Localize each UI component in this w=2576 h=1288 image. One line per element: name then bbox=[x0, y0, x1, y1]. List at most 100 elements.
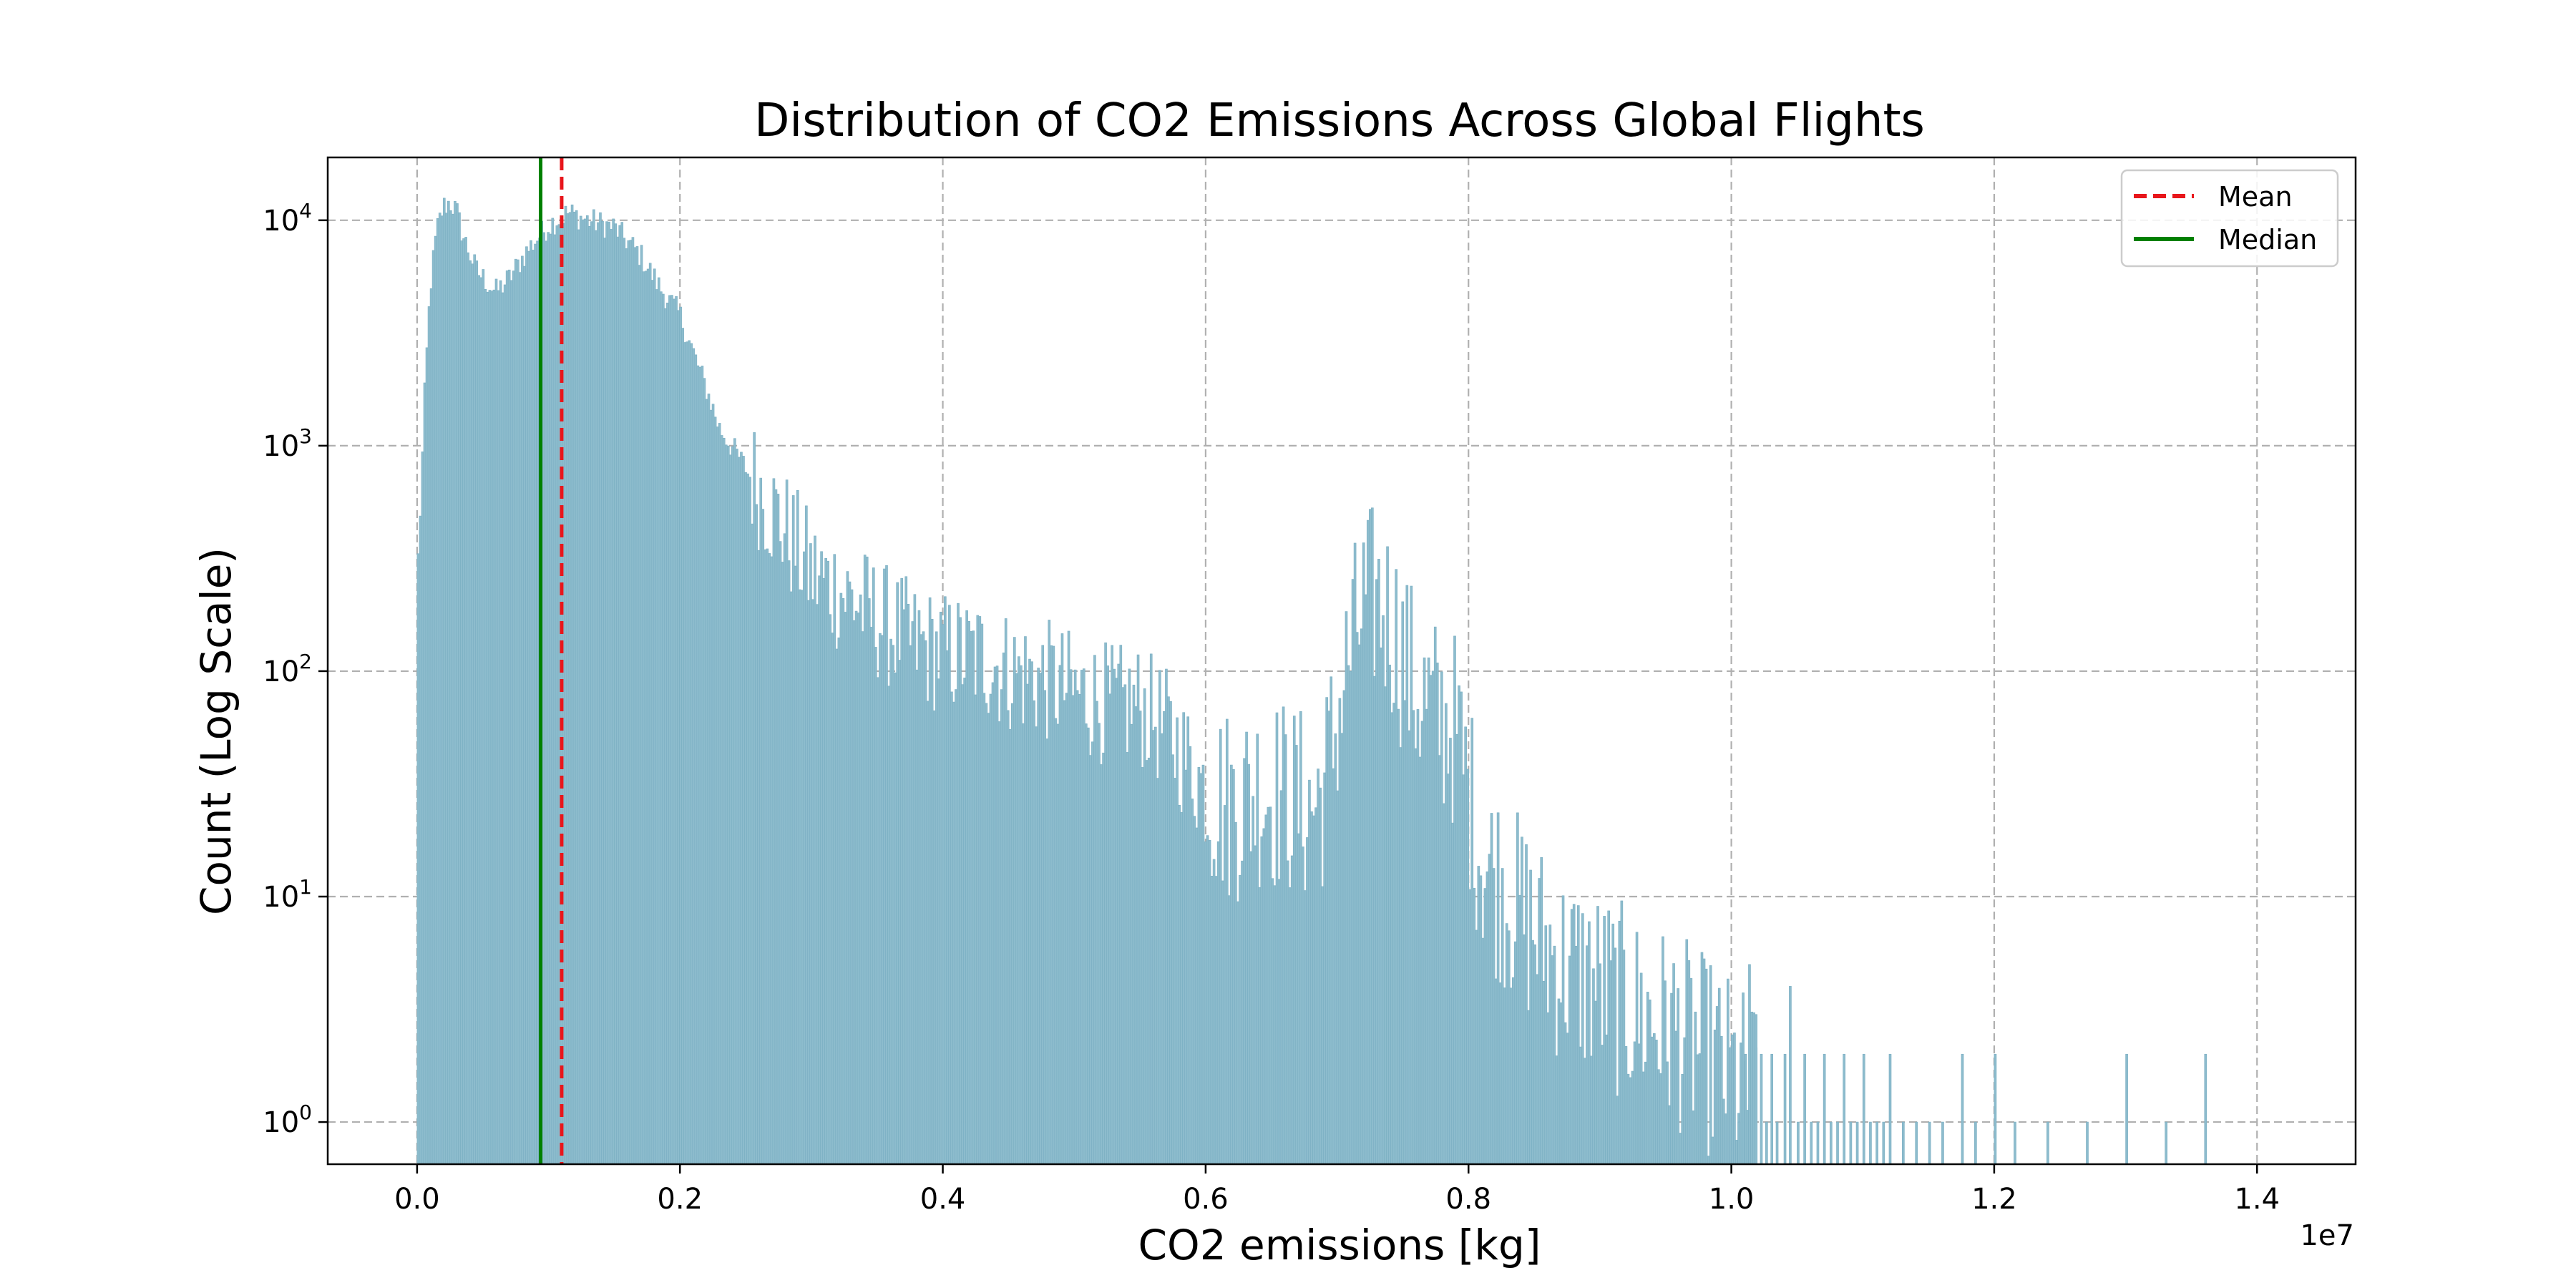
histogram-bar bbox=[1733, 1033, 1736, 1165]
histogram-bar bbox=[997, 721, 1001, 1165]
histogram-bar bbox=[1123, 684, 1127, 1165]
histogram-bar bbox=[854, 610, 858, 1165]
histogram-bar bbox=[1020, 665, 1023, 1165]
histogram-bar bbox=[642, 271, 645, 1165]
histogram-bar bbox=[644, 270, 648, 1165]
histogram-bar bbox=[1664, 980, 1667, 1165]
histogram-bar bbox=[638, 265, 641, 1165]
histogram-bar bbox=[1267, 806, 1270, 1165]
histogram-bar bbox=[703, 378, 706, 1165]
y-tick-label: 101 bbox=[263, 875, 312, 914]
histogram-bar bbox=[1056, 723, 1060, 1165]
histogram-bar bbox=[1637, 1043, 1641, 1165]
histogram-bar bbox=[1941, 1121, 1944, 1165]
histogram-bar bbox=[1503, 987, 1506, 1165]
histogram-bar bbox=[837, 638, 841, 1165]
histogram-bar bbox=[1147, 757, 1151, 1165]
histogram-bar bbox=[1752, 1012, 1756, 1165]
histogram-bar bbox=[926, 701, 930, 1165]
histogram-bar bbox=[1672, 963, 1675, 1165]
histogram-bar bbox=[1635, 932, 1639, 1165]
x-tick-label: 0.4 bbox=[920, 1183, 966, 1216]
histogram-bar bbox=[603, 238, 606, 1165]
histogram-bar bbox=[532, 250, 535, 1165]
histogram-bar bbox=[1570, 909, 1574, 1165]
histogram-bar bbox=[1449, 738, 1452, 1165]
histogram-bar bbox=[1505, 923, 1508, 1165]
histogram-bar bbox=[694, 354, 698, 1165]
histogram-bar bbox=[1022, 723, 1025, 1165]
histogram-bar bbox=[716, 426, 719, 1165]
histogram-bar bbox=[635, 246, 639, 1165]
histogram-bar bbox=[796, 489, 799, 1165]
histogram-bar bbox=[1689, 977, 1693, 1165]
histogram-bar bbox=[1210, 875, 1214, 1165]
histogram-bar bbox=[1151, 730, 1155, 1165]
histogram-bar bbox=[701, 366, 704, 1165]
histogram-bar bbox=[1241, 860, 1244, 1165]
histogram-bar bbox=[1102, 752, 1105, 1165]
histogram-bar bbox=[755, 504, 758, 1165]
histogram-bar bbox=[857, 613, 860, 1165]
histogram-bar bbox=[1588, 921, 1591, 1165]
histogram-bar bbox=[1507, 930, 1511, 1165]
histogram-bar bbox=[1696, 1054, 1699, 1165]
histogram-bar bbox=[1458, 685, 1460, 1165]
histogram-bar bbox=[610, 229, 613, 1165]
histogram-bar bbox=[1239, 874, 1241, 1165]
histogram-bar bbox=[850, 589, 854, 1165]
histogram-bar bbox=[1551, 955, 1554, 1165]
histogram-bar bbox=[1366, 519, 1370, 1165]
histogram-bar bbox=[950, 691, 953, 1165]
histogram-bar bbox=[1167, 696, 1170, 1165]
histogram-bar bbox=[1373, 675, 1376, 1165]
histogram-bar bbox=[1709, 965, 1712, 1165]
legend-mean-label: Mean bbox=[2218, 181, 2293, 213]
histogram-bar bbox=[1659, 1073, 1662, 1165]
histogram-bar bbox=[1163, 711, 1166, 1165]
histogram-bar bbox=[791, 495, 795, 1165]
histogram-bar bbox=[2204, 1053, 2207, 1165]
histogram-bar bbox=[1540, 857, 1543, 1165]
histogram-bar bbox=[452, 213, 454, 1165]
histogram-bar bbox=[572, 211, 576, 1165]
histogram-bar bbox=[913, 594, 917, 1165]
histogram-bar bbox=[595, 230, 597, 1165]
histogram-bar bbox=[894, 672, 897, 1165]
histogram-bar bbox=[562, 223, 565, 1165]
histogram-bar bbox=[1692, 1110, 1695, 1165]
histogram-bar bbox=[1882, 1121, 1885, 1165]
histogram-bar bbox=[1006, 710, 1010, 1165]
histogram-bar bbox=[1433, 626, 1437, 1165]
histogram-bar bbox=[1414, 748, 1418, 1165]
histogram-bar bbox=[1490, 813, 1493, 1165]
x-tick-label: 0.6 bbox=[1183, 1183, 1229, 1216]
histogram-bar bbox=[568, 212, 572, 1165]
histogram-bar bbox=[509, 280, 513, 1165]
histogram-bar bbox=[1451, 822, 1454, 1165]
histogram-bar bbox=[1579, 1046, 1582, 1165]
histogram-bar bbox=[1063, 700, 1066, 1165]
histogram-bar bbox=[1208, 839, 1211, 1165]
histogram-bar bbox=[1199, 773, 1203, 1165]
histogram-bar bbox=[1481, 937, 1485, 1165]
x-tick-label: 1.0 bbox=[1709, 1183, 1755, 1216]
histogram-bar bbox=[1093, 655, 1096, 1165]
histogram-bar bbox=[1719, 1035, 1723, 1165]
histogram-bar bbox=[1836, 1121, 1839, 1165]
histogram-bar bbox=[605, 221, 608, 1165]
histogram-bar bbox=[484, 288, 487, 1165]
histogram-bar bbox=[623, 238, 626, 1165]
histogram-bar bbox=[1128, 668, 1131, 1165]
histogram-bar bbox=[907, 603, 910, 1165]
histogram-bar bbox=[631, 237, 635, 1165]
histogram-bar bbox=[527, 250, 530, 1165]
histogram-bar bbox=[1631, 1070, 1634, 1165]
x-axis-offset-label: 1e7 bbox=[2300, 1219, 2354, 1252]
histogram-bar bbox=[1473, 887, 1476, 1165]
histogram-bar bbox=[1024, 636, 1027, 1165]
histogram-bar bbox=[460, 240, 463, 1165]
histogram-bar bbox=[486, 291, 489, 1165]
histogram-bar bbox=[1219, 728, 1222, 1165]
histogram-bar bbox=[1058, 665, 1062, 1165]
